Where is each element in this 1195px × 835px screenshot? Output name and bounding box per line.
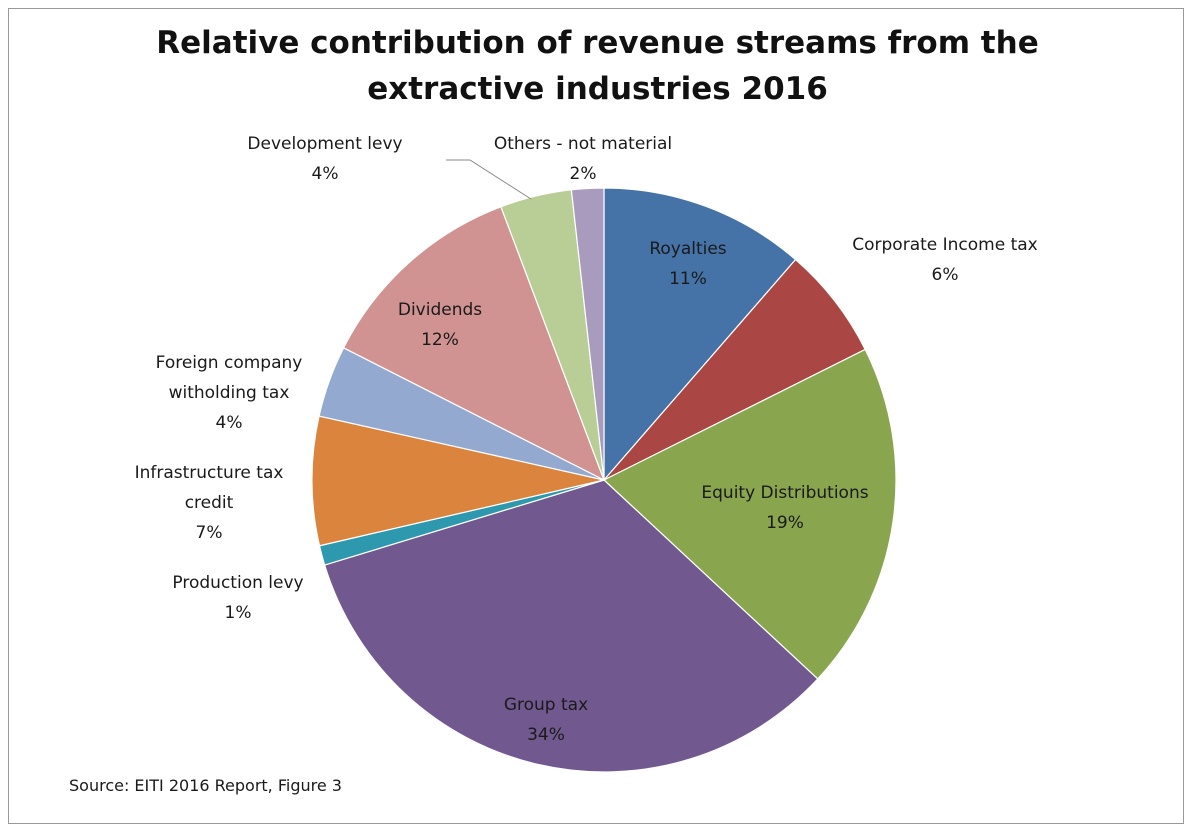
pie-slice-corporate-income-tax (603, 258, 867, 481)
slice-percent: 4% (312, 164, 339, 184)
slice-percent: 19% (766, 513, 804, 533)
slice-label-line: Dividends (398, 300, 482, 320)
slice-label-line: Development levy (247, 134, 402, 154)
slice-percent: 12% (421, 330, 459, 350)
chart-title: Relative contribution of revenue streams… (0, 20, 1195, 112)
slice-label-line: Equity Distributions (701, 483, 868, 503)
slice-label-line: credit (185, 493, 234, 513)
slice-label-group-tax: Group tax 34% (504, 695, 588, 745)
slice-label-line: Foreign company (156, 353, 303, 373)
slice-label-line: Corporate Income tax (852, 235, 1038, 255)
slice-label-line: Royalties (649, 239, 726, 259)
pie-slice-others-not-material (570, 187, 605, 481)
slice-percent: 2% (570, 164, 597, 184)
slice-percent: 1% (225, 603, 252, 623)
slice-percent: 34% (527, 725, 565, 745)
leader-line-development-levy (446, 159, 532, 200)
pie-slice-royalties (603, 187, 797, 482)
slice-label-infrastructure-tax-credit: Infrastructure tax credit 7% (135, 463, 284, 543)
slice-percent: 11% (669, 269, 707, 289)
slice-label-production-levy: Production levy 1% (172, 573, 303, 623)
slice-label-foreign-company-witholding-tax: Foreign company witholding tax 4% (156, 353, 303, 433)
slice-label-dividends: Dividends 12% (398, 300, 482, 350)
slice-label-equity-distributions: Equity Distributions 19% (701, 483, 868, 533)
slice-percent: 4% (216, 413, 243, 433)
pie-slice-group-tax (323, 479, 819, 773)
chart-title-line-2: extractive industries 2016 (367, 71, 828, 107)
slice-label-corporate-income-tax: Corporate Income tax 6% (852, 235, 1038, 285)
slice-label-development-levy: Development levy 4% (247, 134, 402, 184)
slice-label-line: Others - not material (494, 134, 672, 154)
slice-percent: 6% (932, 265, 959, 285)
slice-label-royalties: Royalties 11% (649, 239, 726, 289)
pie-slice-equity-distributions (602, 348, 897, 680)
source-note: Source: EITI 2016 Report, Figure 3 (69, 776, 342, 795)
slice-label-line: Production levy (172, 573, 303, 593)
slice-label-line: Group tax (504, 695, 588, 715)
pie-slice-dividends (342, 206, 606, 482)
pie-slice-infrastructure-tax-credit (311, 415, 605, 547)
slice-label-others-not-material: Others - not material 2% (494, 134, 672, 184)
slice-label-line: Infrastructure tax (135, 463, 284, 483)
slice-label-line: witholding tax (169, 383, 290, 403)
slice-percent: 7% (196, 523, 223, 543)
chart-title-line-1: Relative contribution of revenue streams… (156, 25, 1039, 61)
